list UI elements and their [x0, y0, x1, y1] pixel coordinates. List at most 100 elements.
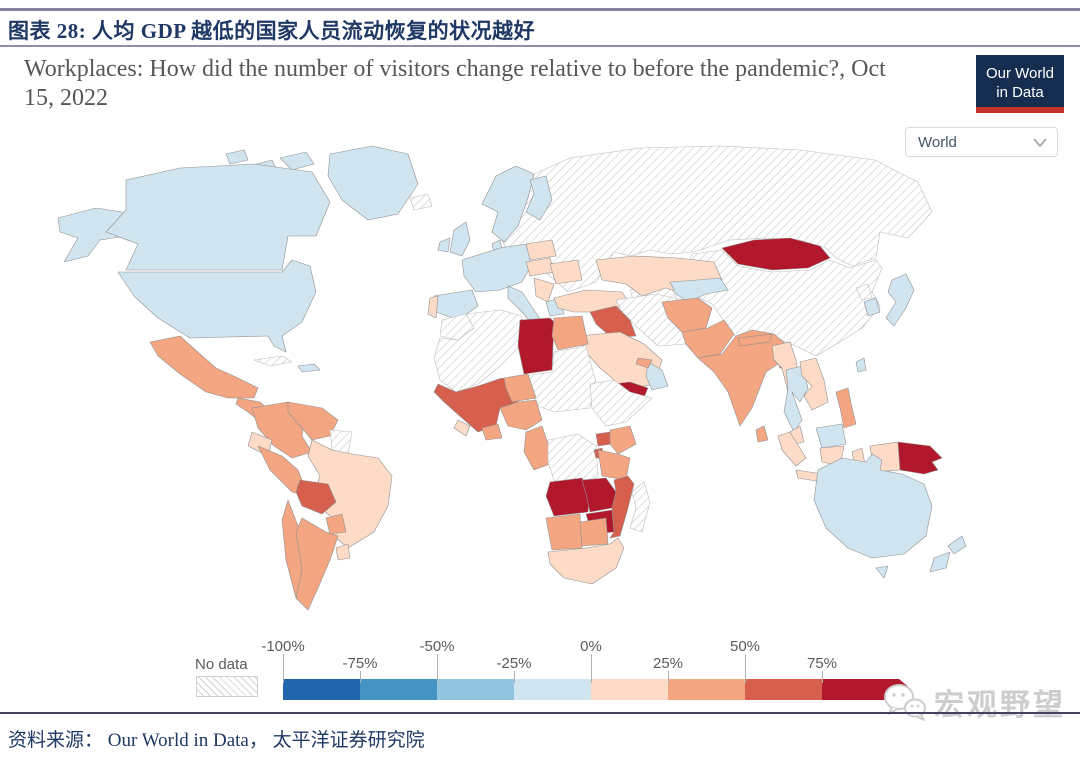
no-data-swatch[interactable] — [196, 676, 258, 697]
legend-tick-label: -75% — [342, 655, 378, 672]
country-egypt[interactable] — [551, 315, 589, 351]
country-nigeria[interactable] — [499, 399, 543, 431]
country-uzbekistan-kyrgyzstan[interactable] — [669, 277, 729, 303]
country-north-korea[interactable] — [855, 283, 873, 301]
country-vietnam-laos-cambodia[interactable] — [799, 357, 829, 411]
country-libya[interactable] — [517, 317, 555, 375]
country-south-africa[interactable] — [547, 537, 625, 585]
country-new-zealand-south[interactable] — [929, 551, 951, 573]
legend-tick-mark — [437, 654, 438, 684]
country-tasmania[interactable] — [875, 565, 889, 579]
country-sri-lanka[interactable] — [755, 425, 769, 443]
legend-colorbar: -100% -75% -50% -25% 0% 25% 50% 75% — [261, 638, 911, 700]
country-finland[interactable] — [525, 175, 553, 221]
country-poland[interactable] — [525, 239, 557, 261]
legend-tick-mark — [360, 671, 361, 684]
legend-tick-label: 0% — [580, 638, 602, 655]
legend-segment-75+[interactable] — [822, 679, 899, 700]
legend-segment-50-75[interactable] — [745, 679, 822, 700]
country-horn-of-africa[interactable] — [589, 379, 653, 427]
legend-tick-label: 75% — [806, 655, 838, 672]
legend-tick-mark — [283, 654, 284, 684]
world-choropleth-map — [30, 140, 1050, 638]
country-taiwan[interactable] — [855, 357, 867, 373]
country-mexico[interactable] — [149, 335, 259, 399]
country-balkans[interactable] — [533, 277, 555, 303]
source-divider — [0, 712, 1080, 714]
country-philippines[interactable] — [835, 387, 857, 429]
country-hispaniola[interactable] — [297, 363, 321, 373]
country-paraguay[interactable] — [325, 513, 347, 535]
watermark: 宏观野望 — [882, 680, 1066, 724]
world-map-svg — [57, 145, 967, 611]
country-ireland[interactable] — [437, 237, 451, 253]
country-angola[interactable] — [545, 477, 591, 517]
country-malaysia-borneo[interactable] — [815, 423, 847, 449]
legend-tick-label: -50% — [419, 638, 455, 655]
legend-tick-mark — [745, 654, 746, 684]
country-niger[interactable] — [503, 373, 537, 403]
title-divider — [0, 45, 1080, 47]
country-venezuela[interactable] — [287, 401, 339, 441]
country-united-arab-emirates[interactable] — [635, 357, 653, 369]
country-uganda[interactable] — [595, 431, 613, 447]
legend-segment--75--50[interactable] — [360, 679, 437, 700]
country-united-kingdom[interactable] — [449, 221, 471, 257]
country-ghana[interactable] — [481, 423, 503, 441]
country-sumatra[interactable] — [777, 431, 807, 467]
country-cameroon-gabon[interactable] — [523, 425, 551, 471]
country-china[interactable] — [685, 249, 883, 357]
legend-tick-label: -25% — [496, 655, 532, 672]
country-portugal[interactable] — [427, 295, 439, 319]
country-greenland[interactable] — [327, 145, 419, 221]
source-line: 资料来源： Our World in Data， 太平洋证券研究院 — [8, 730, 425, 751]
legend-segment-0-25[interactable] — [591, 679, 668, 700]
country-mozambique[interactable] — [609, 475, 635, 539]
legend-tick-label: 50% — [729, 638, 761, 655]
country-oman[interactable] — [645, 361, 669, 391]
country-romania-bulgaria[interactable] — [549, 259, 583, 285]
country-australia[interactable] — [813, 453, 933, 559]
country-alaska[interactable] — [57, 207, 127, 263]
country-papua-new-guinea[interactable] — [897, 441, 943, 475]
country-canada[interactable] — [105, 163, 331, 271]
legend-segment--50--25[interactable] — [437, 679, 514, 700]
country-nepal[interactable] — [737, 333, 773, 347]
chevron-down-icon — [1033, 137, 1047, 147]
country-russia-ukraine-belarus[interactable] — [499, 145, 933, 293]
country-argentina[interactable] — [295, 517, 339, 611]
country-iceland[interactable] — [409, 193, 433, 211]
country-new-zealand-north[interactable] — [947, 535, 967, 555]
country-norway-sweden[interactable] — [481, 165, 535, 243]
country-brazil[interactable] — [307, 439, 393, 549]
country-cuba[interactable] — [253, 355, 293, 367]
country-mongolia[interactable] — [721, 237, 831, 271]
country-botswana[interactable] — [579, 517, 609, 547]
country-uruguay[interactable] — [335, 543, 351, 561]
country-pakistan[interactable] — [681, 319, 735, 359]
country-south-korea[interactable] — [863, 297, 881, 317]
watermark-text: 宏观野望 — [934, 689, 1066, 722]
region-dropdown-value: World — [918, 133, 957, 151]
country-afghanistan[interactable] — [661, 297, 713, 333]
owid-logo-line2: in Data — [996, 84, 1044, 101]
country-namibia[interactable] — [545, 513, 583, 551]
map-legend: No data -100% -75% -50% -25% 0% 25% 50% 75% — [0, 638, 1080, 704]
country-tanzania[interactable] — [597, 449, 631, 481]
legend-segment--25-0[interactable] — [514, 679, 591, 700]
country-japan[interactable] — [885, 273, 915, 327]
country-sierra-leone-liberia[interactable] — [453, 419, 471, 437]
legend-segment--100--75[interactable] — [283, 679, 360, 700]
country-madagascar[interactable] — [629, 481, 651, 533]
owid-logo-red-strip — [976, 107, 1064, 113]
legend-segment-25-50[interactable] — [668, 679, 745, 700]
country-united-states[interactable] — [117, 259, 317, 353]
country-kenya[interactable] — [609, 425, 637, 455]
country-bolivia[interactable] — [295, 479, 337, 515]
country-western-europe[interactable] — [461, 243, 533, 293]
owid-logo-line1: Our World — [985, 65, 1055, 83]
legend-tick-mark — [668, 671, 669, 684]
region-dropdown[interactable]: World — [905, 127, 1058, 157]
country-iraq[interactable] — [589, 305, 637, 339]
